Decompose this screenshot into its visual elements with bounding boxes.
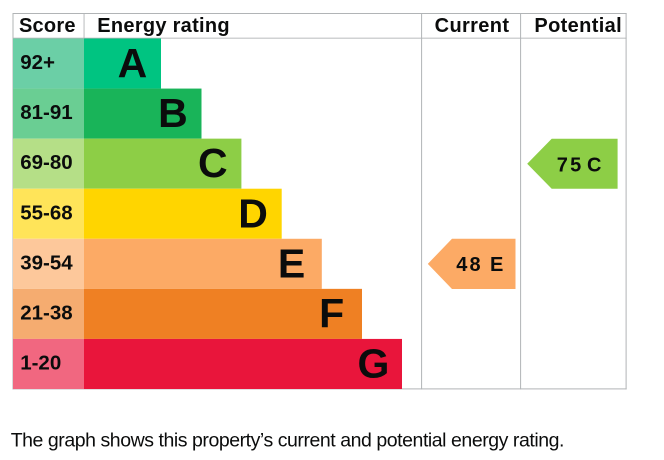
svg-text:C: C (587, 154, 601, 176)
svg-text:A: A (118, 40, 148, 86)
svg-text:C: C (198, 140, 228, 186)
svg-text:Score: Score (19, 15, 76, 37)
svg-text:Energy rating: Energy rating (97, 15, 230, 37)
svg-text:48: 48 (456, 254, 483, 276)
svg-text:F: F (319, 290, 344, 336)
svg-text:75: 75 (557, 154, 584, 176)
svg-text:B: B (158, 90, 188, 136)
svg-text:1-20: 1-20 (20, 352, 61, 375)
svg-text:E: E (278, 240, 305, 286)
svg-text:D: D (238, 190, 268, 236)
svg-text:81-91: 81-91 (20, 101, 72, 124)
svg-text:Current: Current (435, 15, 510, 37)
svg-text:69-80: 69-80 (20, 151, 72, 174)
svg-text:55-68: 55-68 (20, 201, 72, 224)
svg-text:Potential: Potential (534, 15, 622, 37)
svg-text:G: G (357, 341, 389, 387)
svg-text:92+: 92+ (20, 51, 55, 74)
svg-text:21-38: 21-38 (20, 301, 72, 324)
svg-text:The graph shows this property’: The graph shows this property’s current … (11, 429, 564, 451)
svg-text:39-54: 39-54 (20, 251, 73, 274)
svg-text:E: E (490, 254, 503, 276)
